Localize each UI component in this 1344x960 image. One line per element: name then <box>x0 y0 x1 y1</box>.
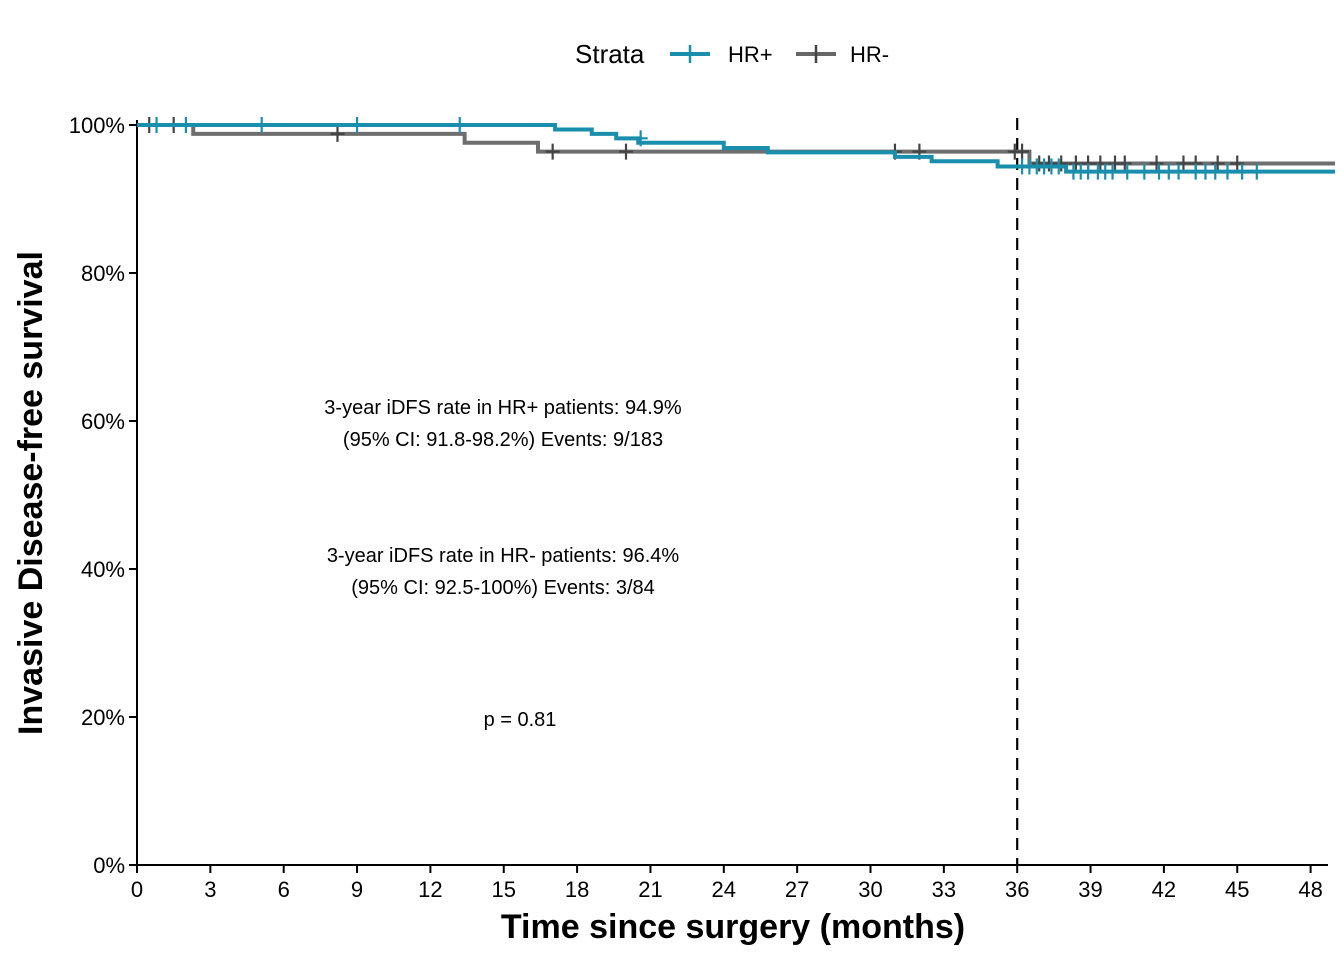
x-tick-label: 27 <box>785 877 809 902</box>
x-tick-label: 9 <box>351 877 363 902</box>
annotation-hr-plus-ci: (95% CI: 91.8-98.2%) Events: 9/183 <box>343 429 663 451</box>
censor-mark-hr-plus <box>452 117 467 133</box>
y-tick-label: 100% <box>69 113 125 138</box>
x-tick-label: 48 <box>1298 877 1322 902</box>
legend-key-hr-minus <box>796 45 836 63</box>
x-tick-label: 30 <box>858 877 882 902</box>
censor-mark-hr-plus <box>1208 163 1223 180</box>
censor-mark-hr-plus <box>1235 163 1250 180</box>
series-line-hr-plus <box>137 123 1336 174</box>
x-tick-label: 24 <box>712 877 736 902</box>
annotation-hr-plus-rate: 3-year iDFS rate in HR+ patients: 94.9% <box>324 397 682 419</box>
x-axis-title: Time since surgery (months) <box>501 908 965 946</box>
annotation-p-value: p = 0.81 <box>484 709 557 731</box>
x-tick-label: 45 <box>1225 877 1249 902</box>
censor-mark-hr-minus <box>1054 155 1069 172</box>
x-tick-label: 0 <box>131 877 143 902</box>
x-tick-label: 15 <box>492 877 516 902</box>
legend-title: Strata <box>575 39 645 69</box>
censor-mark-hr-plus <box>633 130 648 147</box>
legend-label-hr-plus: HR+ <box>728 42 773 67</box>
series-line-hr-minus <box>137 123 1336 166</box>
x-tick-label: 18 <box>565 877 589 902</box>
legend: Strata HR+ HR- <box>575 39 889 69</box>
censor-mark-hr-minus <box>619 143 633 160</box>
x-tick-label: 12 <box>418 877 442 902</box>
legend-label-hr-minus: HR- <box>850 42 889 67</box>
censor-mark-hr-minus <box>1149 155 1164 172</box>
censor-mark-hr-minus <box>1117 155 1132 172</box>
annotation-hr-minus-ci: (95% CI: 92.5-100%) Events: 3/84 <box>351 577 655 599</box>
x-tick-label: 21 <box>638 877 662 902</box>
series-layer <box>137 117 1336 180</box>
censor-mark-hr-plus <box>1249 163 1264 180</box>
y-tick-label: 0% <box>93 853 125 878</box>
x-axis-ticks: 0 3 6 9 12 15 18 21 24 27 30 33 36 39 42 45 48 <box>131 865 1323 902</box>
annotations: 3-year iDFS rate in HR+ patients: 94.9% … <box>324 397 682 731</box>
y-tick-label: 40% <box>81 557 125 582</box>
censor-mark-hr-plus <box>1171 163 1186 180</box>
y-tick-label: 20% <box>81 705 125 730</box>
censor-mark-hr-minus <box>545 143 560 160</box>
x-tick-label: 6 <box>278 877 290 902</box>
censor-mark-hr-plus <box>1137 163 1152 180</box>
x-tick-label: 3 <box>204 877 216 902</box>
censor-mark-hr-plus <box>254 117 269 133</box>
censor-mark-hr-plus <box>1051 158 1066 175</box>
censor-mark-hr-plus <box>1220 163 1235 180</box>
x-tick-label: 39 <box>1078 877 1102 902</box>
censor-mark-hr-minus <box>1230 155 1245 172</box>
y-axis-title: Invasive Disease-free survival <box>12 251 50 735</box>
annotation-hr-minus-rate: 3-year iDFS rate in HR- patients: 96.4% <box>327 545 680 567</box>
censor-mark-hr-plus <box>350 117 365 133</box>
censor-mark-hr-plus <box>178 117 193 133</box>
censor-mark-hr-minus <box>330 125 345 142</box>
censor-mark-hr-plus <box>149 117 164 133</box>
censor-mark-hr-minus <box>1015 143 1030 160</box>
censor-mark-hr-plus <box>1120 163 1135 180</box>
y-tick-label: 80% <box>81 261 125 286</box>
x-tick-label: 33 <box>932 877 956 902</box>
censor-mark-hr-plus <box>1105 163 1120 180</box>
legend-key-hr-plus <box>670 45 710 63</box>
y-tick-label: 60% <box>81 409 125 434</box>
x-tick-label: 42 <box>1152 877 1176 902</box>
y-axis-ticks: 0% 20% 40% 60% 80% 100% <box>69 113 137 878</box>
censor-mark-hr-minus <box>1210 155 1225 172</box>
censor-mark-hr-minus <box>1068 155 1083 172</box>
x-tick-label: 36 <box>1005 877 1029 902</box>
censor-mark-hr-minus <box>1176 155 1191 172</box>
censor-mark-hr-minus <box>1093 155 1108 172</box>
